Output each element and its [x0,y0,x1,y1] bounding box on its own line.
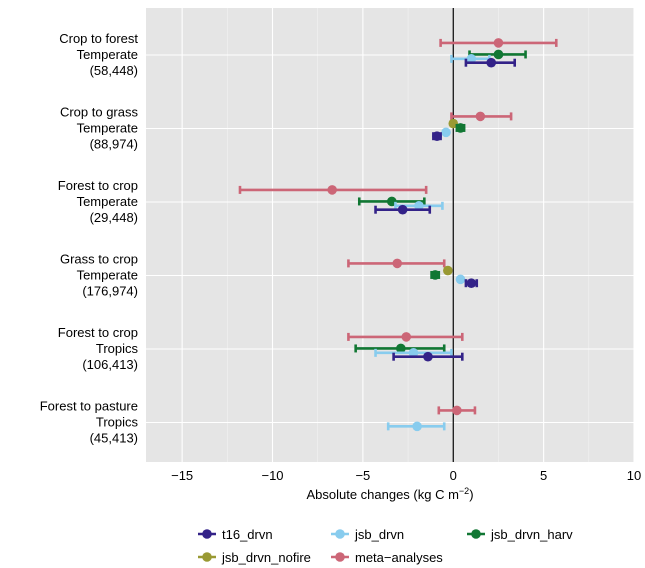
data-point [408,348,419,358]
x-tick-label: 10 [627,468,641,483]
data-point [466,54,477,64]
data-point [423,351,433,362]
data-point [486,57,497,68]
data-point [493,49,504,60]
data-point [493,38,504,48]
x-tick-labels: −15 −10 −5 0 5 10 [171,468,641,483]
x-tick-label: 0 [450,468,457,483]
point-meta−analyses [347,258,446,269]
data-point [441,127,451,138]
y-category-label: Grass to crop Temperate (176,974) [60,252,138,299]
legend-marker [202,552,212,562]
point-jsb_drvn_harv [455,123,466,133]
data-point [455,274,466,285]
legend-label: jsb_drvn_harv [490,527,573,542]
legend-label: jsb_drvn [354,527,404,542]
y-category-labels: Crop to forest Temperate (58,448) Crop to g… [40,31,139,446]
data-point [430,270,440,280]
y-category-label: Crop to forest Temperate (58,448) [59,31,138,78]
data-point [396,343,406,354]
data-point [327,185,337,195]
point-jsb_drvn [441,127,451,138]
y-category-label: Forest to pasture Tropics (45,413) [40,399,139,446]
point-t16_drvn [464,278,479,289]
data-point [455,123,466,133]
point-jsb_drvn_harv [357,196,426,207]
point-jsb_drvn_harv [468,49,527,60]
legend-item: t16_drvn [198,527,273,542]
point-meta−analyses [439,38,558,48]
legend-label: jsb_drvn_nofire [221,550,311,565]
x-tick-label: −5 [355,468,370,483]
legend-label: meta−analyses [355,550,443,565]
x-tick-label: −15 [171,468,193,483]
point-jsb_drvn [386,421,446,432]
data-point [466,278,477,289]
legend-marker [335,552,345,562]
data-marks [238,38,558,432]
point-jsb_drvn [455,274,466,285]
legend-item: jsb_drvn_harv [467,527,573,542]
point-meta−analyses [347,332,464,342]
legend-marker [202,529,212,539]
point-meta−analyses [238,185,428,195]
legend: t16_drvn jsb_drvn jsb_drvn_harv jsb_drvn_no… [198,527,573,565]
data-point [432,131,442,141]
legend-label: t16_drvn [222,527,273,542]
legend-item: jsb_drvn_nofire [198,550,311,565]
data-point [392,258,403,269]
point-t16_drvn [374,204,432,215]
data-point [412,421,422,432]
plot-panel [146,8,634,462]
data-point [414,201,424,211]
point-meta−analyses [450,111,513,122]
legend-marker [471,529,481,539]
point-jsb_drvn_harv [354,343,446,354]
point-t16_drvn [464,57,517,68]
data-point [452,405,462,416]
data-point [401,332,412,342]
legend-item: jsb_drvn [331,527,404,542]
y-category-label: Forest to crop Temperate (29,448) [58,178,138,225]
x-tick-label: −10 [261,468,283,483]
point-meta−analyses [437,405,477,416]
point-jsb_drvn_harv [430,270,441,280]
data-point [397,204,408,215]
y-category-label: Forest to crop Tropics (106,413) [58,325,139,372]
data-point [443,265,453,276]
panel-background [146,8,634,462]
point-t16_drvn [432,131,442,141]
legend-marker [335,529,345,539]
y-category-label: Crop to grass Temperate (88,974) [60,105,139,152]
point-t16_drvn [392,351,464,362]
legend-item: meta−analyses [331,550,443,565]
x-axis-title: Absolute changes (kg C m−2) [306,486,473,502]
data-point [475,111,486,122]
point-jsb_drvn_nofire [443,265,453,276]
x-tick-label: 5 [540,468,547,483]
